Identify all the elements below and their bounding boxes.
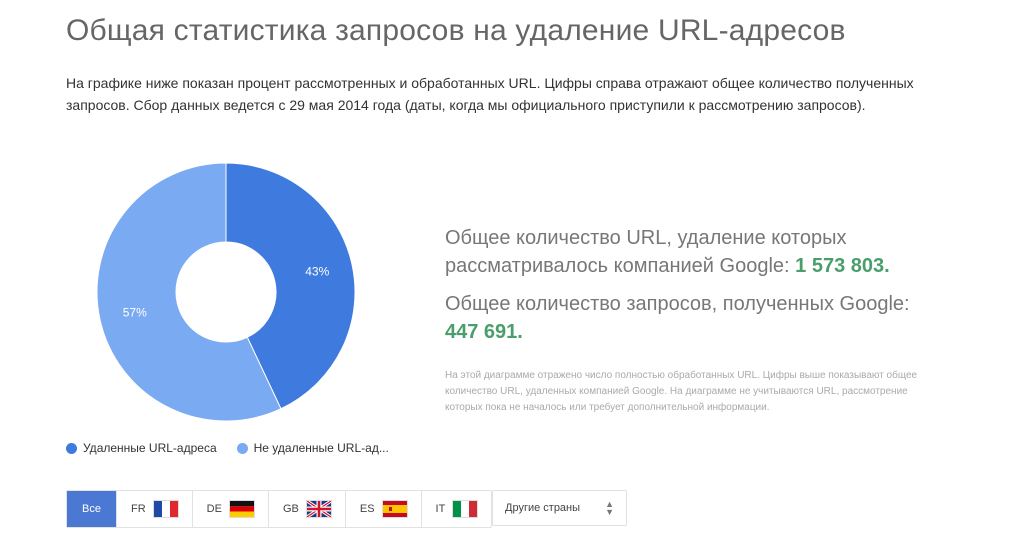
legend-label-deleted: Удаленные URL-адреса	[83, 441, 217, 455]
requests-stat-period: .	[517, 321, 523, 343]
requests-stat-value: 447 691	[445, 321, 518, 343]
intro-text: На графике ниже показан процент рассмотр…	[66, 75, 914, 113]
chevron-updown-icon: ▲ ▼	[605, 499, 614, 517]
page-title: Общая статистика запросов на удаление UR…	[66, 14, 846, 47]
de-flag-icon	[229, 501, 254, 517]
slice-not-deleted-label: 57%	[123, 305, 147, 319]
country-code: FR	[131, 503, 146, 515]
chart-note: На этой диаграмме отражено число полност…	[445, 370, 918, 413]
stats-panel: Общее количество URL, удаление которых р…	[445, 224, 965, 416]
slice-deleted[interactable]	[225, 162, 356, 410]
country-it-button[interactable]: IT	[422, 491, 492, 527]
legend-item-deleted[interactable]: Удаленные URL-адреса	[66, 441, 217, 455]
other-countries-label: Другие страны	[505, 502, 581, 514]
country-de-button[interactable]: DE	[193, 491, 269, 527]
it-flag-icon	[453, 501, 478, 517]
urls-stat-text: Общее количество URL, удаление которых р…	[445, 227, 847, 277]
country-gb-button[interactable]: GB	[269, 491, 346, 527]
country-fr-button[interactable]: FR	[117, 491, 193, 527]
country-code: IT	[435, 503, 446, 515]
chart-legend: Удаленные URL-адреса Не удаленные URL-ад…	[66, 441, 389, 455]
slice-not-deleted[interactable]	[96, 162, 282, 422]
fr-flag-icon	[153, 501, 178, 517]
requests-stat: Общее количество запросов, полученных Go…	[445, 290, 965, 346]
urls-stat: Общее количество URL, удаление которых р…	[445, 224, 965, 280]
urls-stat-period: .	[884, 255, 890, 277]
gb-flag-icon	[306, 501, 331, 517]
legend-dot-icon	[236, 442, 248, 454]
country-es-button[interactable]: ES	[346, 491, 422, 527]
donut-chart-svg: 43% 57%	[96, 162, 356, 422]
country-code: ES	[359, 503, 375, 515]
legend-label-not-deleted: Не удаленные URL-ад...	[253, 441, 389, 455]
donut-chart: 43% 57%	[96, 162, 356, 422]
legend-item-not-deleted[interactable]: Не удаленные URL-ад...	[236, 441, 389, 455]
country-all-button[interactable]: Все	[67, 491, 117, 527]
es-flag-icon	[382, 501, 407, 517]
urls-stat-value: 1 573 803	[795, 255, 885, 277]
slice-deleted-label: 43%	[305, 265, 329, 279]
country-selector: Все FR DE GB ES IT	[66, 490, 493, 528]
country-code: GB	[282, 503, 299, 515]
requests-stat-text: Общее количество запросов, полученных Go…	[445, 293, 910, 315]
legend-dot-icon	[66, 442, 77, 454]
country-code: DE	[206, 503, 222, 515]
other-countries-dropdown[interactable]: Другие страны ▲ ▼	[492, 490, 627, 526]
